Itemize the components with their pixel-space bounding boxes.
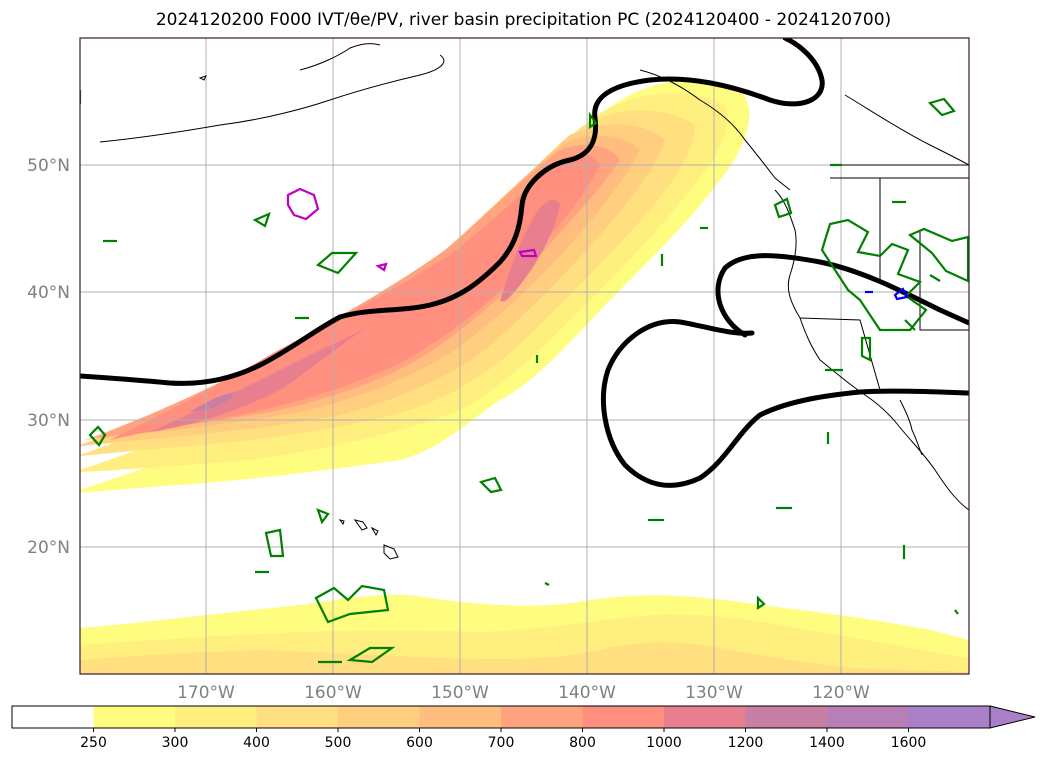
map-title: 2024120200 F000 IVT/θe/PV, river basin p… <box>155 10 892 30</box>
coastlines <box>99 43 969 560</box>
longitude-labels: 170°W 160°W 150°W 140°W 130°W 120°W <box>177 683 870 703</box>
latitude-label-40n: 40°N <box>27 283 70 303</box>
colorbar-tick-label: 500 <box>325 735 352 751</box>
colorbar-tick-label: 600 <box>406 735 433 751</box>
latitude-label-30n: 30°N <box>27 411 70 431</box>
colorbar-segment <box>501 706 583 728</box>
colorbar-segment <box>419 706 502 728</box>
colorbar-segment <box>745 706 828 728</box>
colorbar-tick-label: 1600 <box>891 735 927 751</box>
colorbar-tick-label: 300 <box>162 735 189 751</box>
graticule <box>80 38 969 674</box>
colorbar-segment <box>664 706 746 728</box>
pv-contours <box>80 90 969 664</box>
colorbar-tick-label: 1400 <box>809 735 845 751</box>
colorbar-segment <box>256 706 339 728</box>
other-contours <box>286 187 909 301</box>
longitude-label-140w: 140°W <box>558 683 616 703</box>
colorbar-segment <box>175 706 257 728</box>
colorbar-extend-arrow <box>989 705 1036 729</box>
latitude-labels: 50°N 40°N 30°N 20°N <box>27 156 70 558</box>
colorbar-segment <box>338 706 420 728</box>
longitude-label-120w: 120°W <box>812 683 870 703</box>
ivt-shading-southern-band <box>80 594 969 674</box>
ivt-shading-atmospheric-river <box>80 79 750 492</box>
theta-e-contours <box>80 38 969 488</box>
map-plot-area <box>80 38 969 674</box>
colorbar-tick-label: 400 <box>243 735 270 751</box>
colorbar-segment <box>12 706 94 728</box>
longitude-label-130w: 130°W <box>685 683 743 703</box>
longitude-label-170w: 170°W <box>177 683 235 703</box>
colorbar-tick-label: 250 <box>80 735 107 751</box>
colorbar-tick-label: 700 <box>488 735 515 751</box>
colorbar-tick-label: 1200 <box>728 735 764 751</box>
latitude-label-20n: 20°N <box>27 538 70 558</box>
latitude-label-50n: 50°N <box>27 156 70 176</box>
colorbar: 250 300 400 500 600 700 800 1000 1200 1400 1600 <box>11 705 1036 751</box>
longitude-label-160w: 160°W <box>304 683 362 703</box>
colorbar-tick-label: 800 <box>569 735 596 751</box>
colorbar-segment <box>582 706 665 728</box>
colorbar-segment <box>908 706 991 728</box>
longitude-label-150w: 150°W <box>431 683 489 703</box>
map-frame <box>79 37 970 675</box>
colorbar-tick-label: 1000 <box>646 735 682 751</box>
colorbar-segment <box>827 706 909 728</box>
colorbar-segment <box>93 706 176 728</box>
